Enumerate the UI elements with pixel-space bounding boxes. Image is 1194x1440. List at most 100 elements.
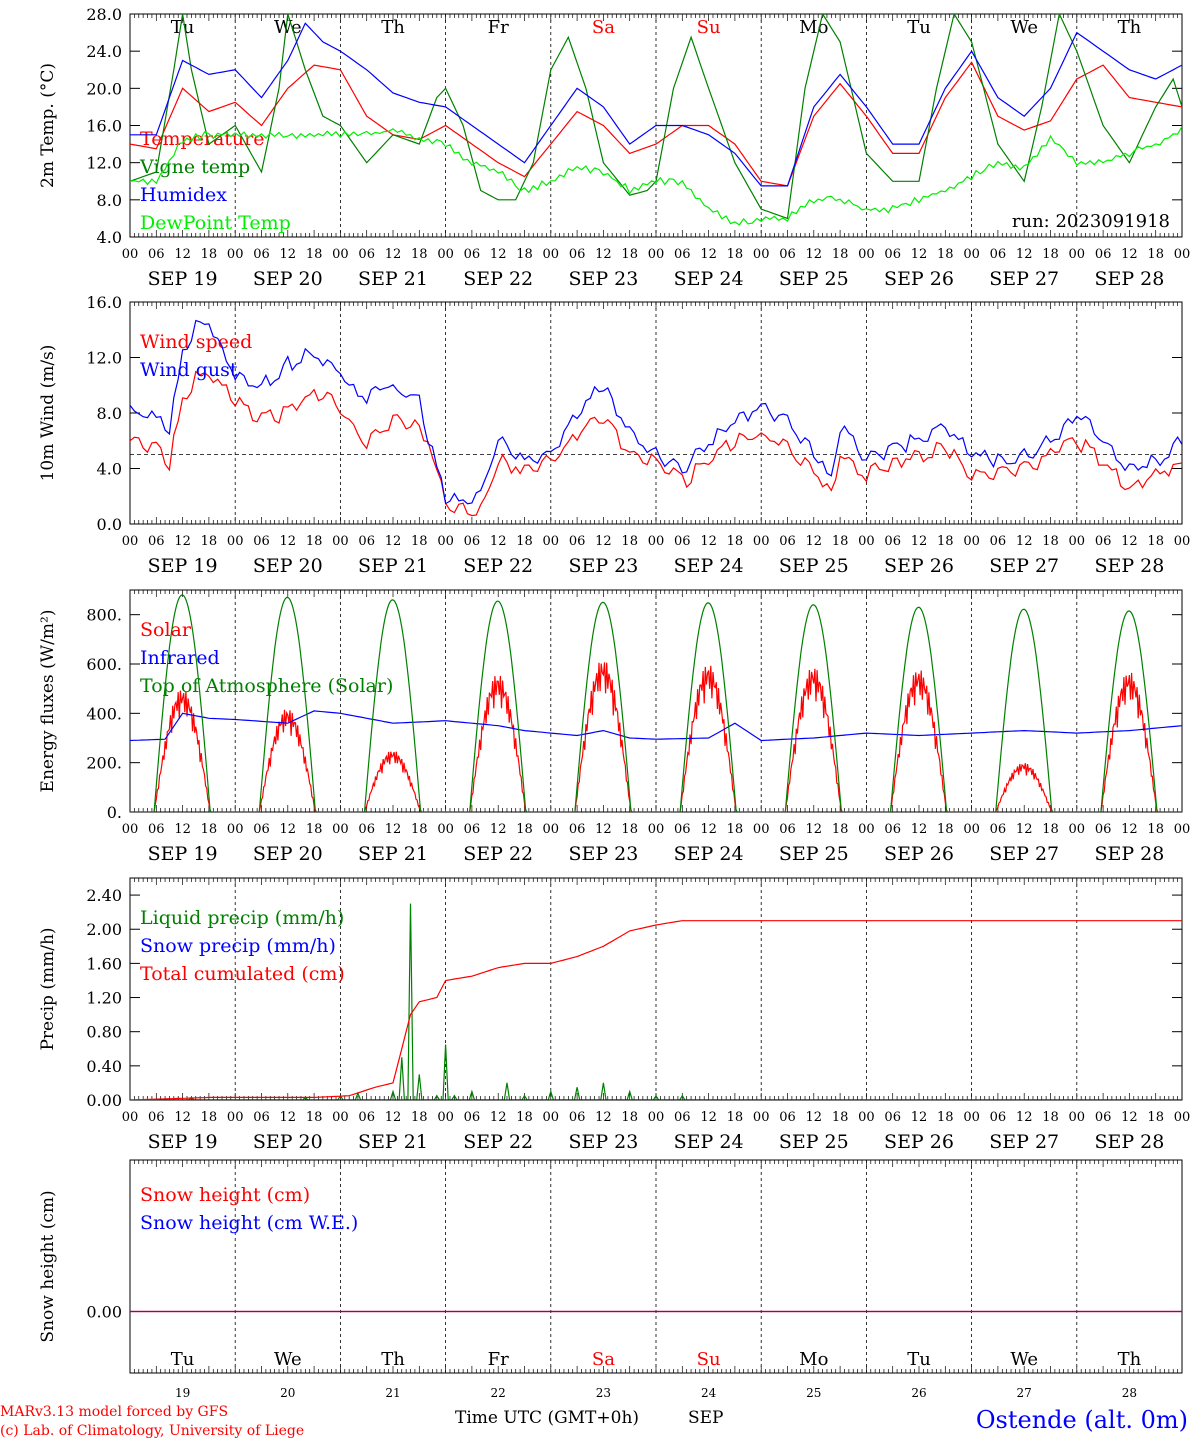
hour-label: 12	[174, 534, 191, 549]
y-tick-label: 1.20	[86, 989, 122, 1008]
hour-label: 12	[1121, 822, 1138, 837]
hour-label: 06	[569, 822, 586, 837]
weekday-label: Sa	[592, 17, 615, 38]
hour-label: 18	[1042, 822, 1059, 837]
hour-label: 00	[753, 1110, 770, 1125]
hour-label: 12	[911, 534, 928, 549]
hour-label: 00	[858, 247, 875, 262]
hour-label: 00	[543, 822, 560, 837]
hour-label: 06	[569, 1110, 586, 1125]
date-label: SEP 28	[1094, 268, 1164, 290]
month-label: SEP	[688, 1408, 724, 1428]
weekday-label: Th	[1118, 1349, 1142, 1370]
hour-label: 06	[1095, 1110, 1112, 1125]
hour-label: 00	[753, 247, 770, 262]
hour-label: 06	[674, 822, 691, 837]
hour-label: 00	[122, 1110, 139, 1125]
y-tick-label: 16.0	[86, 117, 122, 136]
legend-entry: Solar	[140, 619, 192, 641]
date-label: SEP 27	[989, 268, 1059, 290]
hour-label: 06	[253, 822, 270, 837]
day-number-label: 28	[1122, 1386, 1137, 1400]
hour-label: 12	[280, 247, 297, 262]
hour-label: 06	[1095, 247, 1112, 262]
series-line-red	[130, 370, 1182, 517]
run-label: run: 2023091918	[1012, 211, 1170, 232]
hour-label: 00	[1174, 822, 1191, 837]
hour-label: 06	[674, 247, 691, 262]
date-label: SEP 28	[1094, 555, 1164, 577]
date-label: SEP 20	[253, 268, 323, 290]
date-label: SEP 28	[1094, 1131, 1164, 1153]
hour-label: 00	[437, 822, 454, 837]
hour-label: 18	[937, 822, 954, 837]
date-label: SEP 27	[989, 843, 1059, 865]
hour-label: 06	[358, 247, 375, 262]
weekday-label: Mo	[799, 1349, 828, 1370]
date-label: SEP 20	[253, 1131, 323, 1153]
date-label: SEP 28	[1094, 843, 1164, 865]
hour-label: 00	[858, 1110, 875, 1125]
y-tick-label: 12.0	[86, 349, 122, 368]
date-label: SEP 23	[568, 268, 638, 290]
hour-label: 00	[1174, 247, 1191, 262]
legend-entry: Wind gust	[140, 359, 238, 381]
date-label: SEP 25	[779, 555, 849, 577]
hour-label: 06	[884, 822, 901, 837]
hour-label: 12	[700, 247, 717, 262]
hour-label: 12	[385, 247, 402, 262]
date-label: SEP 24	[674, 268, 744, 290]
hour-label: 00	[1069, 822, 1086, 837]
hour-label: 18	[201, 534, 218, 549]
hour-label: 18	[306, 247, 323, 262]
hour-label: 12	[806, 1110, 823, 1125]
y-tick-label: 800.	[86, 606, 122, 625]
hour-label: 12	[174, 1110, 191, 1125]
panel-1: 4.0 8.0 12.0 16.0 20.0 24.0 28.0 2m Temp. (°C) 0…	[38, 5, 1190, 290]
legend-entry: Temperature	[140, 128, 264, 150]
hour-label: 00	[227, 1110, 244, 1125]
weekday-label: Su	[697, 17, 721, 38]
hour-label: 18	[621, 822, 638, 837]
weekday-label: Mo	[799, 17, 828, 38]
hour-label: 18	[1147, 1110, 1164, 1125]
panel-4: 0.00 0.40 0.80 1.20 1.60 2.00 2.40 Precip (mm/h…	[38, 877, 1190, 1153]
legend-entry: Infrared	[140, 647, 220, 669]
hour-label: 00	[332, 247, 349, 262]
hour-label: 12	[385, 822, 402, 837]
hour-label: 12	[280, 534, 297, 549]
hour-label: 06	[148, 247, 165, 262]
hour-label: 06	[569, 534, 586, 549]
y-tick-label: 2.00	[86, 920, 122, 939]
panel-3: 0. 200. 400. 600. 800. Energy fluxes (W/m²) 00…	[38, 589, 1191, 865]
hour-label: 00	[122, 534, 139, 549]
y-tick-label: 400.	[86, 704, 122, 723]
hour-label: 00	[332, 822, 349, 837]
weekday-label: Tu	[171, 17, 195, 38]
date-label: SEP 23	[568, 843, 638, 865]
y-axis-label: 2m Temp. (°C)	[38, 63, 58, 188]
y-tick-label: 0.40	[86, 1057, 122, 1076]
hour-label: 12	[490, 822, 507, 837]
panel-5: 0.00 Snow height (cm) Tu 19 We 20 Th 21 Fr 22 Sa 23…	[38, 1159, 1183, 1400]
series-line-red	[130, 662, 1182, 812]
y-axis-label: Precip (mm/h)	[38, 927, 58, 1050]
weekday-label: Tu	[171, 1349, 195, 1370]
hour-label: 06	[253, 534, 270, 549]
hour-label: 12	[595, 247, 612, 262]
day-number-label: 22	[491, 1386, 506, 1400]
hour-label: 00	[648, 822, 665, 837]
day-number-label: 20	[280, 1386, 295, 1400]
date-label: SEP 22	[463, 268, 533, 290]
hour-label: 00	[648, 534, 665, 549]
series-line-green	[130, 14, 1182, 220]
hour-label: 00	[858, 534, 875, 549]
hour-label: 12	[174, 822, 191, 837]
hour-label: 00	[543, 247, 560, 262]
hour-label: 00	[1069, 1110, 1086, 1125]
date-label: SEP 27	[989, 1131, 1059, 1153]
series-line-green	[130, 594, 1182, 812]
hour-label: 18	[411, 1110, 428, 1125]
hour-label: 18	[727, 1110, 744, 1125]
hour-label: 00	[437, 1110, 454, 1125]
